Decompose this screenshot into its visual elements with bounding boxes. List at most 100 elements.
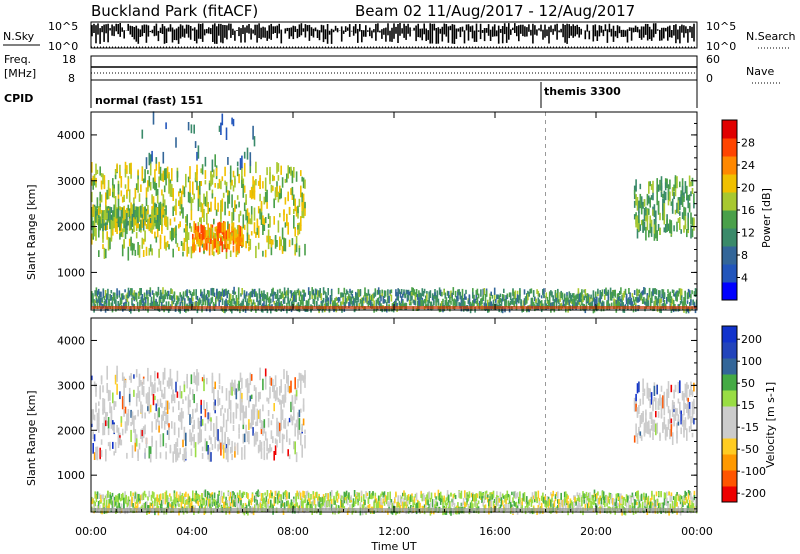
power-mark [442,302,444,307]
power-mark [124,212,127,219]
velocity-mark [207,412,209,420]
power-mark [95,206,97,215]
power-mark [340,301,342,306]
power-mark [679,181,681,188]
velocity-mark [178,503,180,508]
velocity-mark [185,447,187,460]
velocity-mark [260,441,263,450]
velocity-mark [252,427,254,436]
power-mark [690,299,692,306]
power-mark [228,297,231,304]
power-mark [508,306,511,313]
velocity-mark [288,385,291,394]
velocity-mark [151,421,153,433]
velocity-mark [412,499,414,508]
power-mark [462,298,465,305]
velocity-mark [638,429,640,434]
velocity-mark [316,491,318,498]
power-mark [221,113,224,126]
power-mark [431,293,434,301]
power-mark [366,296,369,303]
power-mark [135,183,138,190]
power-mark [124,184,127,189]
power-mark [262,224,264,235]
velocity-mark [242,411,245,425]
power-mark [147,210,149,215]
power-mark [231,232,233,238]
velocity-mark [109,441,111,451]
velocity-mark [264,376,267,388]
power-mark [179,211,181,216]
power-mark [252,188,254,199]
power-mark [219,291,222,295]
velocity-mark [302,501,304,509]
power-mark [170,288,172,294]
power-mark [659,290,661,297]
velocity-mark [229,400,232,411]
power-mark [140,296,142,300]
freq-top-tick: 18 [62,53,76,66]
power-mark [523,289,526,295]
velocity-mark [677,398,680,404]
velocity-mark [380,497,382,505]
power-mark [134,220,137,226]
velocity-mark [103,407,106,414]
power-mark [478,301,481,310]
velocity-mark [197,494,200,500]
velocity-mark [425,502,427,510]
power-mark [179,302,181,306]
velocity-mark [149,375,152,387]
power-mark [577,288,580,294]
velocity-mark [290,499,293,504]
power-mark [131,288,133,295]
power-mark [175,300,178,307]
power-mark [330,290,333,297]
power-mark [418,297,420,305]
power-mark [359,299,362,304]
power-mark [173,231,176,238]
velocity-mark [307,492,310,500]
power-mark [163,185,166,193]
velocity-mark [353,490,356,497]
velocity-mark [297,419,299,433]
power-mark [294,198,296,212]
velocity-mark [274,390,277,402]
power-mark [481,298,483,302]
power-mark [390,289,393,294]
velocity-mark [655,410,657,418]
power-mark [340,292,342,298]
velocity-mark [287,500,289,507]
velocity-mark [204,505,207,511]
power-mark [287,287,289,295]
power-mark [93,179,96,186]
power-mark [469,305,472,314]
power-mark [102,290,105,299]
velocity-mark [99,493,101,499]
velocity-mark [201,493,203,499]
power-mark [328,306,331,312]
power-mark [155,298,157,303]
velocity-mark [321,496,324,505]
power-mark [691,177,694,187]
power-mark [110,207,113,213]
velocity-mark [279,422,281,434]
power-mark [606,291,608,296]
power-mark [204,170,207,179]
power-mark [232,295,234,301]
power-mark [203,288,206,295]
velocity-mark [183,381,186,387]
velocity-mark [311,502,313,508]
velocity-mark [154,382,156,394]
power-mark [660,176,663,190]
velocity-mark [202,499,204,506]
power-mark [405,289,408,295]
power-mark [229,165,232,174]
cpid-mode-normal: normal (fast) 151 [95,94,203,107]
power-mark [98,250,100,257]
power-mark [476,297,479,302]
velocity-mark [236,442,239,455]
power-mark [538,293,541,298]
velocity-mark [249,377,252,386]
power-mark [288,307,290,311]
power-mark [248,212,250,224]
